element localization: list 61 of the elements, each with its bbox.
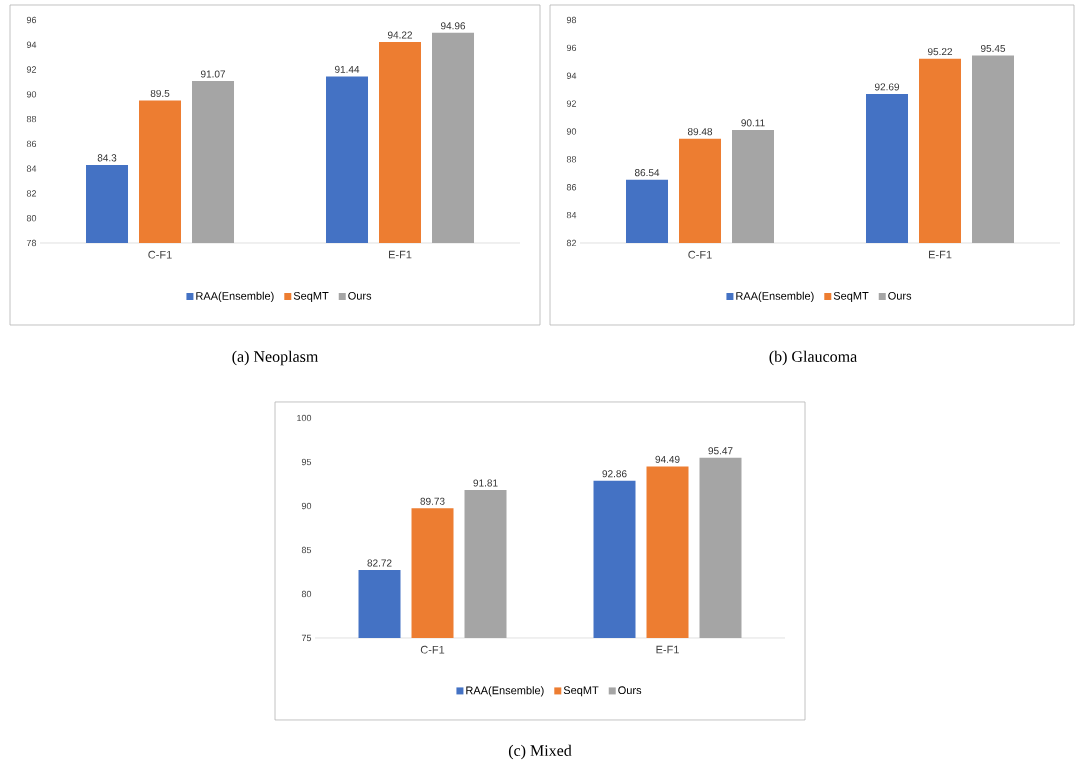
y-tick-label: 98 — [566, 16, 577, 24]
x-tick-label: C-F1 — [420, 645, 445, 654]
data-label: 92.69 — [874, 83, 900, 91]
y-tick-label: 80 — [301, 590, 312, 598]
y-tick-label: 75 — [301, 634, 312, 642]
data-label: 91.81 — [473, 479, 498, 487]
y-tick-label: 90 — [566, 128, 577, 135]
x-tick-label: C-F1 — [148, 250, 172, 259]
legend-label: SeqMT — [293, 291, 329, 302]
data-label: 94.96 — [440, 22, 466, 30]
data-label: 95.22 — [927, 48, 953, 56]
y-tick-label: 88 — [26, 115, 37, 123]
data-label: 90.11 — [741, 119, 765, 127]
y-tick-label: 96 — [26, 16, 37, 24]
y-tick-label: 96 — [566, 44, 577, 52]
legend-label: Ours — [888, 291, 912, 300]
legend-label: Ours — [348, 291, 372, 300]
data-label: 82.72 — [367, 559, 392, 567]
y-tick-label: 82 — [26, 190, 37, 197]
y-tick-label: 94 — [566, 72, 577, 79]
x-tick-label: E-F1 — [929, 250, 952, 259]
y-tick-label: 95 — [301, 458, 312, 466]
data-label: 94.22 — [387, 31, 413, 39]
data-label: 92.86 — [602, 470, 627, 478]
x-tick-label: E-F1 — [656, 645, 679, 654]
y-tick-label: 86 — [26, 140, 37, 148]
legend-label: SeqMT — [563, 686, 599, 697]
legend-label: RAA(Ensemble) — [466, 686, 544, 697]
data-label: 95.47 — [708, 447, 733, 455]
y-tick-label: 92 — [566, 100, 577, 107]
y-tick-label: 90 — [301, 502, 312, 510]
data-label: 95.45 — [980, 44, 1006, 52]
data-label: 89.73 — [420, 497, 445, 505]
legend-label: RAA(Ensemble) — [196, 291, 274, 303]
text: (c) Mixed — [508, 744, 572, 760]
y-tick-label: 85 — [301, 546, 312, 554]
y-tick-label: 82 — [566, 239, 577, 247]
data-label: 94.49 — [655, 455, 680, 463]
text: (a) Neoplasm — [232, 350, 319, 366]
y-tick-label: 80 — [26, 215, 37, 222]
data-label: 89.5 — [150, 89, 170, 97]
data-label: 86.54 — [634, 169, 660, 177]
legend-label: RAA(Ensemble) — [736, 291, 814, 303]
x-tick-label: E-F1 — [389, 250, 412, 259]
text: (b) Glaucoma — [769, 350, 857, 366]
y-tick-label: 88 — [566, 156, 577, 163]
legend-label: Ours — [618, 686, 642, 695]
y-tick-label: 86 — [566, 184, 577, 191]
legend-label: SeqMT — [833, 291, 869, 302]
y-tick-label: 100 — [297, 414, 312, 422]
x-tick-label: C-F1 — [688, 250, 712, 259]
y-tick-label: 84 — [26, 165, 37, 172]
data-label: 89.48 — [687, 128, 713, 136]
data-label: 91.07 — [200, 70, 226, 78]
y-tick-label: 94 — [26, 41, 37, 48]
y-tick-label: 78 — [26, 239, 37, 247]
data-label: 84.3 — [97, 154, 117, 162]
y-tick-label: 92 — [26, 66, 37, 73]
data-label: 91.44 — [334, 65, 360, 73]
y-tick-label: 84 — [566, 211, 577, 219]
y-tick-label: 90 — [26, 91, 37, 98]
